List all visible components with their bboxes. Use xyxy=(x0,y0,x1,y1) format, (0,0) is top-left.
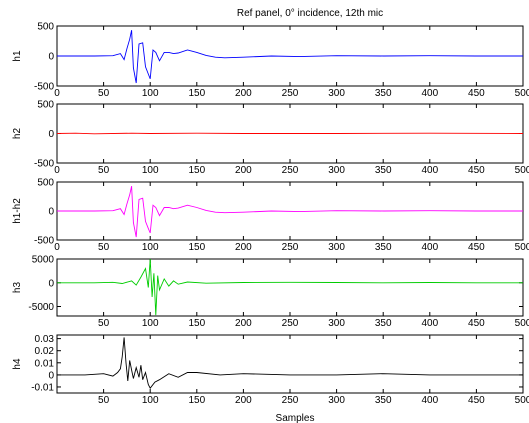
x-tick-label: 50 xyxy=(98,88,110,99)
x-tick-label: 350 xyxy=(375,242,392,253)
x-tick-label: 200 xyxy=(235,242,252,253)
y-tick-label: 0 xyxy=(48,52,54,63)
axes-frame xyxy=(56,334,524,394)
x-tick-label: 500 xyxy=(515,88,529,99)
x-tick-label: 350 xyxy=(375,395,392,406)
y-tick-label: -5000 xyxy=(28,302,54,313)
x-tick-label: 400 xyxy=(421,318,438,329)
x-tick-label: 450 xyxy=(468,88,485,99)
subplot-3: 0 50 100 150 200 250 300 350 400 450 500-5000500h1… xyxy=(12,178,529,254)
x-tick-label: 450 xyxy=(468,318,485,329)
x-tick-label: 500 xyxy=(515,242,529,253)
x-tick-label: 100 xyxy=(142,395,159,406)
x-tick-label: 150 xyxy=(188,318,205,329)
y-tick-label: 500 xyxy=(37,22,54,33)
x-tick-label: 200 xyxy=(235,395,252,406)
chart-title: Ref panel, 0° incidence, 12th mic xyxy=(237,8,383,19)
y-tick-label: 0 xyxy=(48,370,54,381)
x-tick-label: 450 xyxy=(468,242,485,253)
y-tick-label: -500 xyxy=(34,82,54,93)
x-tick-label: 200 xyxy=(235,318,252,329)
x-tick-label: 150 xyxy=(188,165,205,176)
x-tick-label: 50 xyxy=(98,318,110,329)
y-tick-label: -500 xyxy=(34,159,54,170)
y-axis-label: h3 xyxy=(12,282,23,294)
x-tick-label: 300 xyxy=(328,165,345,176)
x-tick-label: 250 xyxy=(282,242,299,253)
subplot-4: 50 100 150 200 250 300 350 400 450 500 -5000 0 5000 h… xyxy=(12,255,529,330)
x-tick-label: 400 xyxy=(421,395,438,406)
x-tick-label: 200 xyxy=(235,165,252,176)
x-tick-label: 500 xyxy=(515,165,529,176)
x-tick-label: 100 xyxy=(142,165,159,176)
x-tick-label: 450 xyxy=(468,165,485,176)
y-tick-label: 0.01 xyxy=(35,358,55,369)
y-tick-label: 0.03 xyxy=(35,334,55,345)
x-tick-label: 350 xyxy=(375,318,392,329)
x-tick-label: 50 xyxy=(98,395,110,406)
series-line xyxy=(57,132,523,135)
x-tick-label: 300 xyxy=(328,395,345,406)
y-axis-label: h2 xyxy=(12,128,23,140)
y-tick-label: 0.02 xyxy=(35,346,55,357)
x-tick-label: 500 xyxy=(515,318,529,329)
subplot-5: 50 100 150 200 250 300 350 400 450 500-0.0100.010… xyxy=(12,334,529,406)
x-tick-label: 150 xyxy=(188,395,205,406)
x-tick-label: 300 xyxy=(328,242,345,253)
y-tick-label: 500 xyxy=(37,100,54,111)
x-tick-label: 50 xyxy=(98,165,110,176)
series-line xyxy=(57,186,523,238)
y-tick-label: 0 xyxy=(48,207,54,218)
x-tick-label: 450 xyxy=(468,395,485,406)
y-axis-label: h4 xyxy=(12,358,23,370)
y-axis-label: h1-h2 xyxy=(12,198,23,224)
x-tick-label: 500 xyxy=(515,395,529,406)
x-tick-label: 0 xyxy=(54,88,60,99)
y-tick-label: -0.01 xyxy=(31,382,54,393)
y-axis-label: h1 xyxy=(12,50,23,62)
series-line xyxy=(57,337,523,390)
x-tick-label: 400 xyxy=(421,165,438,176)
x-tick-label: 300 xyxy=(328,318,345,329)
x-axis-label: Samples xyxy=(276,413,315,423)
x-tick-label: 400 xyxy=(421,88,438,99)
series-line xyxy=(57,30,523,84)
x-tick-label: 100 xyxy=(142,88,159,99)
y-tick-label: 0 xyxy=(48,278,54,289)
y-tick-label: 0 xyxy=(48,129,54,140)
x-tick-label: 150 xyxy=(188,88,205,99)
x-tick-label: 250 xyxy=(282,318,299,329)
x-tick-label: 350 xyxy=(375,165,392,176)
x-tick-label: 250 xyxy=(282,395,299,406)
x-tick-label: 250 xyxy=(282,88,299,99)
x-tick-label: 250 xyxy=(282,165,299,176)
y-tick-label: 500 xyxy=(37,178,54,189)
subplots: 0 50 100 150 200 250 300 350 400 450 500-5000500h1… xyxy=(12,22,529,407)
x-tick-label: 350 xyxy=(375,88,392,99)
x-tick-label: 100 xyxy=(142,242,159,253)
x-tick-label: 400 xyxy=(421,242,438,253)
x-tick-label: 0 xyxy=(54,242,60,253)
y-tick-label: -500 xyxy=(34,236,54,247)
x-tick-label: 200 xyxy=(235,88,252,99)
series-line xyxy=(57,259,523,316)
x-tick-label: 50 xyxy=(98,242,110,253)
x-tick-label: 150 xyxy=(188,242,205,253)
y-tick-label: 5000 xyxy=(32,255,55,266)
x-tick-label: 300 xyxy=(328,88,345,99)
axes-frame xyxy=(56,258,524,317)
x-tick-label: 0 xyxy=(54,165,60,176)
x-tick-label: 100 xyxy=(142,318,159,329)
